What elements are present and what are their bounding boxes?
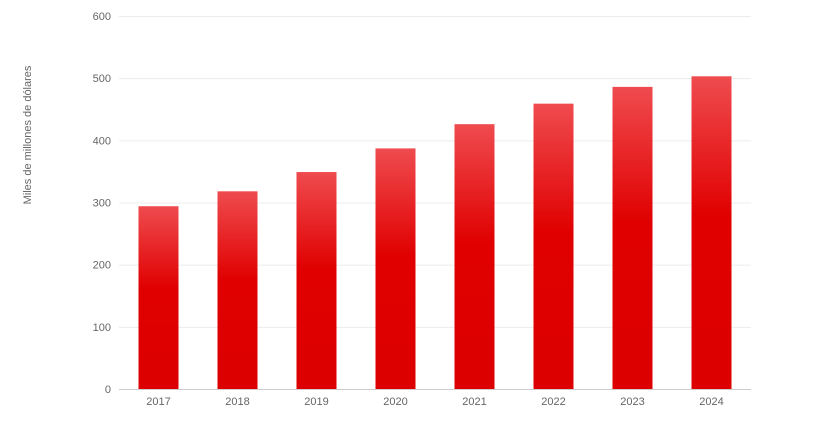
y-tick-label: 400 [93, 135, 111, 147]
bar-2020 [375, 148, 416, 389]
bars [138, 76, 732, 390]
x-tick-label: 2018 [225, 396, 249, 408]
bar-2017 [138, 206, 179, 389]
y-tick-label: 600 [93, 11, 111, 23]
y-tick-label: 500 [93, 73, 111, 85]
x-tick-label: 2024 [699, 396, 723, 408]
y-tick-label: 0 [105, 384, 111, 396]
bar-2024 [691, 76, 732, 389]
x-tick-label: 2020 [383, 396, 407, 408]
x-tick-label: 2022 [541, 396, 565, 408]
y-tick-label: 100 [93, 322, 111, 334]
y-axis-ticks: 0 100 200 300 400 500 600 [93, 11, 111, 396]
bar-2019 [296, 172, 337, 389]
y-axis-title: Miles de millones de dólares [22, 65, 34, 204]
x-axis-ticks: 2017 2018 2019 2020 2021 2022 2023 2024 [146, 396, 723, 408]
x-tick-label: 2023 [620, 396, 644, 408]
grid-lines [119, 16, 751, 390]
y-tick-label: 300 [93, 198, 111, 210]
bar-2023 [612, 86, 653, 390]
bar-2022 [533, 103, 574, 389]
x-tick-label: 2019 [304, 396, 328, 408]
y-tick-label: 200 [93, 260, 111, 272]
x-tick-label: 2021 [462, 396, 486, 408]
bar-2018 [217, 191, 258, 389]
bar-2021 [454, 124, 495, 390]
x-tick-label: 2017 [146, 396, 170, 408]
